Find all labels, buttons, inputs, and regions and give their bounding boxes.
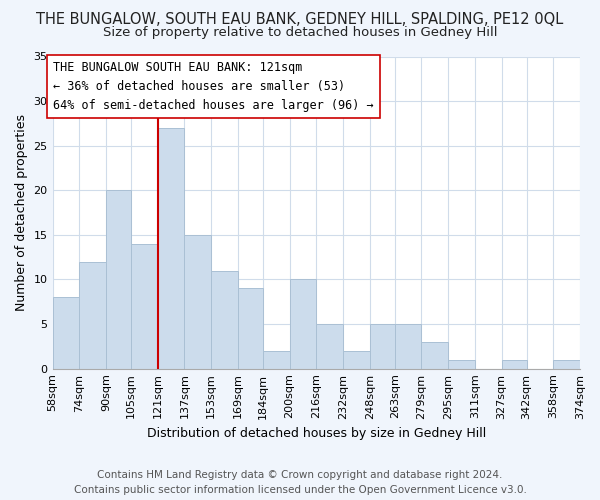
Bar	[448, 360, 475, 368]
Bar	[211, 270, 238, 368]
Bar	[263, 351, 290, 368]
Bar	[79, 262, 106, 368]
Text: Contains HM Land Registry data © Crown copyright and database right 2024.
Contai: Contains HM Land Registry data © Crown c…	[74, 470, 526, 495]
Text: Size of property relative to detached houses in Gedney Hill: Size of property relative to detached ho…	[103, 26, 497, 39]
Bar	[502, 360, 527, 368]
Y-axis label: Number of detached properties: Number of detached properties	[15, 114, 28, 311]
Bar	[316, 324, 343, 368]
Bar	[421, 342, 448, 368]
X-axis label: Distribution of detached houses by size in Gedney Hill: Distribution of detached houses by size …	[146, 427, 486, 440]
Bar	[395, 324, 421, 368]
Bar	[553, 360, 580, 368]
Bar	[184, 235, 211, 368]
Bar	[238, 288, 263, 368]
Bar	[370, 324, 395, 368]
Bar	[343, 351, 370, 368]
Text: THE BUNGALOW, SOUTH EAU BANK, GEDNEY HILL, SPALDING, PE12 0QL: THE BUNGALOW, SOUTH EAU BANK, GEDNEY HIL…	[37, 12, 563, 28]
Bar	[106, 190, 131, 368]
Bar	[158, 128, 184, 368]
Bar	[53, 298, 79, 368]
Text: THE BUNGALOW SOUTH EAU BANK: 121sqm
← 36% of detached houses are smaller (53)
64: THE BUNGALOW SOUTH EAU BANK: 121sqm ← 36…	[53, 61, 374, 112]
Bar	[290, 280, 316, 368]
Bar	[131, 244, 158, 368]
